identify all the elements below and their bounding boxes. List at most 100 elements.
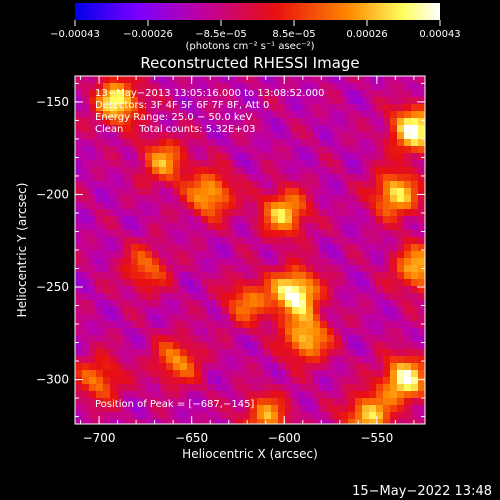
heatmap-cell <box>278 356 286 364</box>
heatmap-cell <box>306 174 314 182</box>
heatmap-cell <box>369 195 377 203</box>
heatmap-cell <box>117 167 125 175</box>
heatmap-cell <box>341 335 349 343</box>
heatmap-cell <box>103 363 111 371</box>
heatmap-cell <box>334 181 342 189</box>
heatmap-cell <box>201 251 209 259</box>
heatmap-cell <box>383 244 391 252</box>
heatmap-cell <box>355 398 363 406</box>
heatmap-cell <box>243 321 251 329</box>
heatmap-cell <box>257 90 265 98</box>
heatmap-cell <box>229 111 237 119</box>
heatmap-cell <box>173 209 181 217</box>
heatmap-cell <box>152 181 160 189</box>
heatmap-cell <box>327 216 335 224</box>
heatmap-cell <box>82 335 90 343</box>
heatmap-cell <box>243 153 251 161</box>
heatmap-cell <box>194 370 202 378</box>
heatmap-cell <box>82 230 90 238</box>
heatmap-cell <box>201 349 209 357</box>
heatmap-cell <box>306 328 314 336</box>
heatmap-cell <box>180 363 188 371</box>
heatmap-cell <box>208 349 216 357</box>
heatmap-cell <box>341 377 349 385</box>
heatmap-cell <box>89 216 97 224</box>
heatmap-cell <box>201 412 209 420</box>
heatmap-cell <box>327 307 335 315</box>
heatmap-cell <box>103 230 111 238</box>
heatmap-cell <box>75 419 83 424</box>
heatmap-cell <box>166 132 174 140</box>
heatmap-cell <box>201 132 209 140</box>
heatmap-cell <box>250 419 258 424</box>
heatmap-cell <box>320 195 328 203</box>
heatmap-cell <box>383 300 391 308</box>
heatmap-cell <box>96 181 104 189</box>
heatmap-cell <box>131 377 139 385</box>
heatmap-cell <box>159 419 167 424</box>
heatmap-cell <box>299 342 307 350</box>
heatmap-cell <box>285 307 293 315</box>
heatmap-cell <box>257 202 265 210</box>
heatmap-cell <box>131 209 139 217</box>
heatmap-cell <box>362 307 370 315</box>
heatmap-cell <box>348 83 356 91</box>
heatmap-cell <box>264 307 272 315</box>
heatmap-cell <box>215 377 223 385</box>
heatmap-cell <box>96 363 104 371</box>
heatmap-cell <box>278 132 286 140</box>
heatmap-cell <box>110 370 118 378</box>
heatmap-cell <box>103 307 111 315</box>
heatmap-cell <box>397 286 405 294</box>
heatmap-cell <box>82 363 90 371</box>
heatmap-cell <box>250 230 258 238</box>
heatmap-cell <box>124 377 132 385</box>
heatmap-cell <box>138 370 146 378</box>
heatmap-cell <box>222 139 230 147</box>
heatmap-cell <box>271 391 279 399</box>
heatmap-cell <box>404 174 412 182</box>
heatmap-cell <box>411 363 419 371</box>
heatmap-cell <box>327 398 335 406</box>
heatmap-cell <box>75 300 83 308</box>
heatmap-cell <box>194 335 202 343</box>
heatmap-cell <box>383 335 391 343</box>
heatmap-cell <box>82 139 90 147</box>
heatmap-cell <box>82 300 90 308</box>
heatmap-cell <box>299 139 307 147</box>
heatmap-cell <box>257 391 265 399</box>
heatmap-cell <box>159 209 167 217</box>
heatmap-cell <box>411 167 419 175</box>
heatmap-cell <box>152 363 160 371</box>
heatmap-cell <box>250 188 258 196</box>
heatmap-cell <box>271 97 279 105</box>
heatmap-cell <box>145 146 153 154</box>
heatmap-cell <box>397 104 405 112</box>
heatmap-cell <box>208 293 216 301</box>
heatmap-cell <box>215 356 223 364</box>
heatmap-cell <box>131 405 139 413</box>
heatmap-cell <box>334 209 342 217</box>
heatmap-cell <box>306 272 314 280</box>
heatmap-cell <box>327 279 335 287</box>
heatmap-cell <box>187 216 195 224</box>
heatmap-cell <box>124 76 132 84</box>
heatmap-cell <box>411 146 419 154</box>
heatmap-cell <box>180 300 188 308</box>
heatmap-cell <box>278 391 286 399</box>
heatmap-cell <box>208 125 216 133</box>
heatmap-cell <box>229 181 237 189</box>
heatmap-cell <box>348 265 356 273</box>
heatmap-cell <box>166 230 174 238</box>
heatmap-cell <box>376 181 384 189</box>
heatmap-cell <box>383 111 391 119</box>
heatmap-cell <box>208 370 216 378</box>
heatmap-cell <box>145 328 153 336</box>
colorbar-tick-label: −0.00026 <box>123 29 173 40</box>
heatmap-cell <box>187 335 195 343</box>
heatmap-cell <box>180 230 188 238</box>
heatmap-cell <box>376 349 384 357</box>
heatmap-cell <box>152 349 160 357</box>
heatmap-cell <box>145 132 153 140</box>
heatmap-cell <box>222 405 230 413</box>
